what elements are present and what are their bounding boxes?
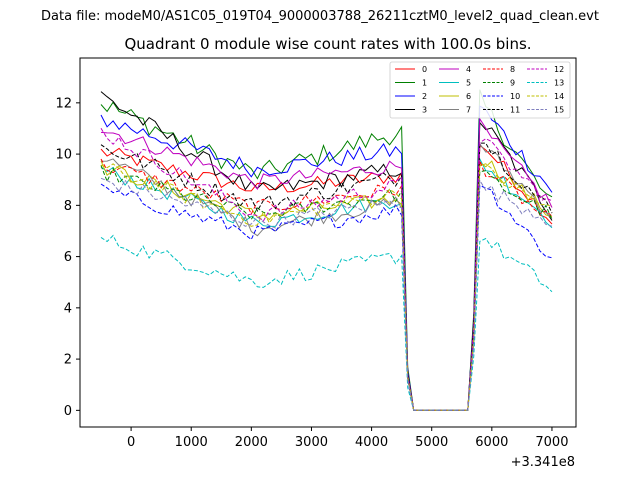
series-line-15	[100, 177, 553, 411]
legend-label-1: 1	[422, 79, 427, 88]
x-tick-label: 0	[127, 435, 135, 450]
legend-label-12: 12	[554, 65, 564, 74]
y-tick-label: 12	[55, 96, 72, 111]
x-axis-offset-label: +3.341e8	[511, 455, 575, 470]
legend-label-7: 7	[466, 106, 471, 115]
y-tick-label: 8	[64, 199, 72, 214]
legend-label-6: 6	[466, 92, 471, 101]
y-tick-label: 2	[64, 353, 72, 368]
legend-label-15: 15	[554, 106, 564, 115]
x-tick-label: 2000	[235, 435, 268, 450]
y-tick-label: 0	[64, 404, 72, 419]
y-tick-label: 10	[55, 148, 72, 163]
legend-label-3: 3	[422, 106, 427, 115]
y-tick-label: 4	[64, 301, 72, 316]
legend-label-0: 0	[422, 65, 427, 74]
legend-box	[389, 61, 571, 119]
legend-label-11: 11	[510, 106, 520, 115]
x-tick-label: 6000	[475, 435, 508, 450]
x-tick-label: 1000	[175, 435, 208, 450]
series-line-12	[100, 128, 553, 411]
series-line-13	[100, 234, 553, 411]
legend-label-14: 14	[554, 92, 564, 101]
x-tick-label: 7000	[535, 435, 568, 450]
figure-suptitle: Data file: modeM0/AS1C05_019T04_90000037…	[41, 9, 599, 24]
legend-label-13: 13	[554, 79, 564, 88]
legend-label-4: 4	[466, 65, 471, 74]
x-tick-label: 4000	[355, 435, 388, 450]
legend-label-2: 2	[422, 92, 427, 101]
legend-label-9: 9	[510, 79, 515, 88]
chart-title: Quadrant 0 module wise count rates with …	[124, 35, 531, 53]
legend-label-5: 5	[466, 79, 471, 88]
legend-label-8: 8	[510, 65, 515, 74]
legend-label-10: 10	[510, 92, 520, 101]
axes-frame	[79, 57, 577, 428]
y-tick-label: 6	[64, 250, 72, 265]
series-line-10	[100, 183, 553, 411]
x-tick-label: 3000	[295, 435, 328, 450]
x-tick-label: 5000	[415, 435, 448, 450]
series-line-14	[100, 163, 553, 411]
plot-area	[100, 89, 553, 411]
